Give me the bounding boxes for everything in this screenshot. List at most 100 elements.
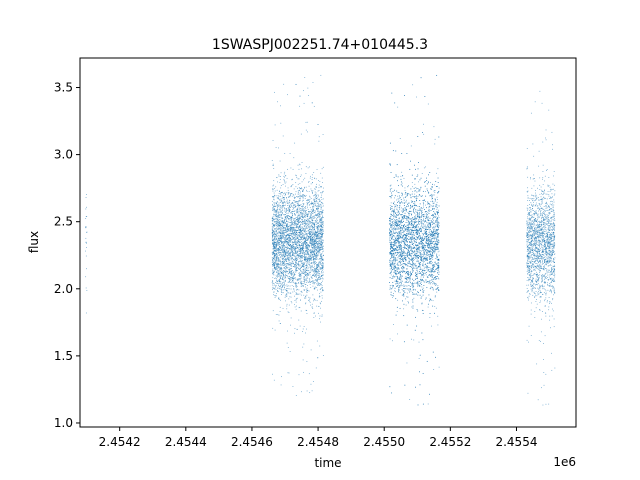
data-point [295,262,297,264]
data-point [317,284,319,286]
data-point [317,226,318,228]
data-point [313,223,315,224]
data-point [296,244,298,246]
data-point [306,261,307,262]
data-point [298,215,300,217]
data-point [285,257,287,259]
data-point [280,271,282,273]
data-point [320,288,321,290]
data-point [314,233,316,234]
data-point [275,238,277,240]
data-point [284,240,286,242]
data-point [291,226,293,228]
data-point [308,235,309,237]
data-point [299,190,300,191]
data-point [285,236,286,238]
data-point [298,241,300,243]
data-point [281,207,283,208]
data-point [312,241,313,243]
data-point [285,274,287,275]
data-point [286,224,287,225]
data-point [273,260,275,262]
data-point [282,278,284,280]
data-point [281,249,282,251]
data-point [275,254,277,256]
data-point [298,243,300,245]
data-point [313,253,315,255]
data-point [282,202,284,204]
data-point [312,217,314,219]
data-point [321,217,323,219]
data-point [307,221,309,223]
data-point [304,224,306,226]
data-point [305,238,307,240]
data-point [279,224,281,226]
data-point [274,254,275,256]
data-point [317,235,319,237]
data-point [279,282,281,284]
data-point [316,246,318,248]
data-point [316,287,318,289]
data-point [305,332,306,334]
data-point [308,181,310,182]
data-point [316,226,318,227]
data-point [294,242,296,243]
data-point [282,197,284,199]
data-point [279,217,280,218]
data-point [288,298,290,300]
data-point [310,214,312,215]
data-point [279,258,281,260]
data-point [299,236,301,238]
data-point [297,218,298,220]
data-point [298,249,300,251]
data-point [304,220,306,222]
data-point [292,218,294,220]
data-point [274,264,276,265]
data-point [293,157,295,159]
data-point [287,205,288,206]
data-point [314,261,316,263]
data-point [276,269,278,271]
data-point [302,284,304,286]
data-point [308,266,310,268]
data-point [299,233,301,235]
data-point [292,244,294,246]
data-point [303,276,305,277]
data-point [287,245,289,246]
data-point [273,250,275,251]
data-point [294,246,296,248]
data-point [310,268,312,270]
data-point [323,230,324,232]
data-point [288,237,290,239]
data-point [275,244,277,246]
data-point [283,246,285,248]
data-point [321,202,323,204]
data-point [298,264,299,265]
data-point [298,268,300,270]
data-point [282,205,283,207]
data-point [308,211,310,213]
data-point [305,236,307,238]
data-point [273,206,274,207]
data-point [273,211,275,213]
data-point [306,121,308,123]
data-point [290,224,291,226]
data-point [284,275,286,277]
data-point [272,232,273,233]
data-point [319,249,321,251]
data-point [277,226,279,228]
data-point [298,196,299,198]
data-point [302,263,304,265]
data-point [272,224,274,226]
data-point [295,285,297,287]
data-point [307,209,309,210]
data-point [281,376,282,378]
data-point [302,281,304,282]
data-point [288,257,289,258]
data-point [316,273,318,275]
data-point [320,262,321,263]
data-point [309,278,310,280]
data-point [288,259,290,261]
data-point [280,172,282,174]
data-point [282,206,284,208]
